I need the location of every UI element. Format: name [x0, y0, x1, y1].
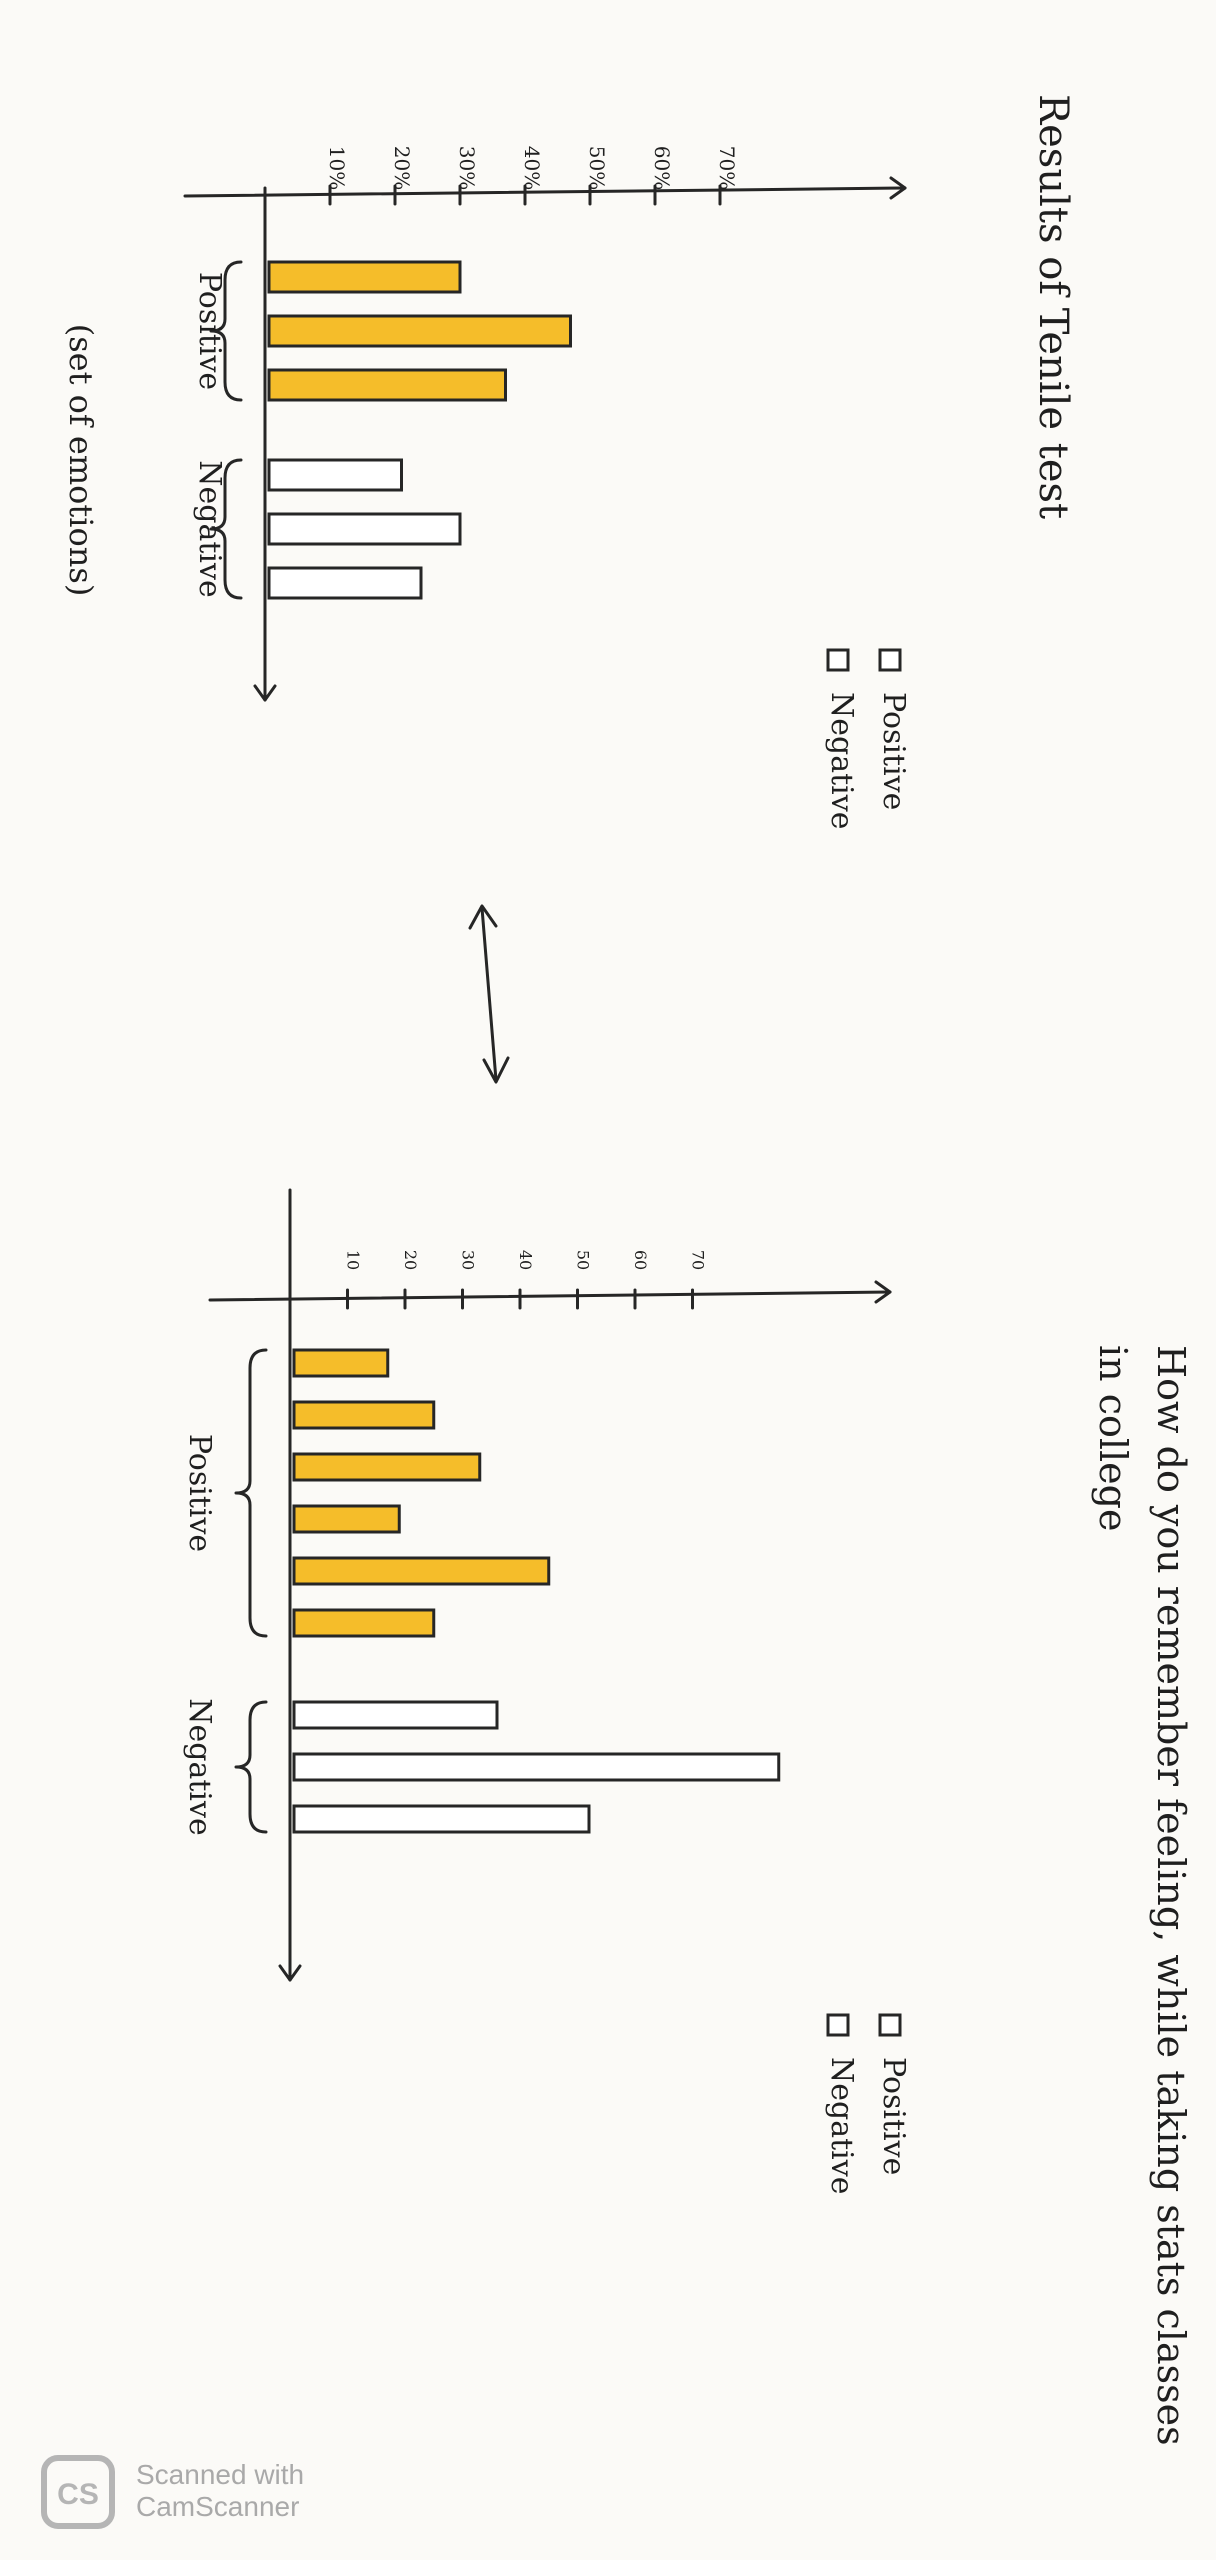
group-label-positive: Positive — [192, 272, 227, 390]
bar-negative-3 — [292, 1804, 591, 1834]
bar-positive-3 — [292, 1452, 482, 1482]
double-arrow-divider — [468, 904, 510, 1084]
legend-label-positive: Positive — [876, 2057, 911, 2175]
group-brace — [234, 1700, 268, 1834]
tick-label: 30 — [459, 1250, 478, 1270]
camscanner-watermark: CS Scanned with CamScanner — [40, 2452, 360, 2532]
value-axis-arrow-icon — [889, 176, 907, 200]
bar-negative-2 — [292, 1752, 781, 1782]
chart-title: How do you remember feeling, while takin… — [1091, 1345, 1193, 2446]
tick-label: 10 — [344, 1250, 363, 1270]
legend-swatch-negative — [826, 648, 850, 672]
tick-label: 50% — [585, 146, 609, 190]
legend-swatch-positive — [878, 648, 902, 672]
svg-text:CS: CS — [57, 2478, 99, 2511]
bar-negative-3 — [267, 566, 423, 600]
bar-positive-5 — [292, 1556, 551, 1586]
bar-positive-6 — [292, 1608, 436, 1638]
group-brace — [234, 1348, 268, 1638]
tick-label: 20 — [401, 1250, 420, 1270]
legend-label-negative: Negative — [824, 2057, 859, 2194]
group-caption: (set of emotions) — [62, 324, 100, 597]
value-axis-line — [208, 1290, 892, 1302]
tick-label: 50 — [574, 1250, 593, 1270]
legend-label-positive: Positive — [876, 692, 911, 810]
chart-title: Results of Tenile test — [1030, 94, 1076, 519]
value-axis-line — [183, 186, 907, 198]
tick-label: 40% — [520, 146, 544, 190]
bar-positive-3 — [267, 368, 507, 402]
bar-negative-1 — [267, 458, 403, 492]
group-label-positive: Positive — [182, 1434, 217, 1552]
tick-label: 20% — [390, 146, 414, 190]
chart-tenile-test: 10% 20% 30% 40% 50% 60% 70% Positive Negative (se… — [62, 94, 1076, 829]
legend-swatch-positive — [878, 2013, 902, 2037]
tick-label: 70 — [689, 1250, 708, 1270]
watermark-line-2: CamScanner — [136, 2491, 300, 2522]
group-brace — [209, 458, 243, 600]
watermark-line-1: Scanned with — [136, 2459, 305, 2490]
legend-label-negative: Negative — [824, 692, 859, 829]
category-axis-arrow-icon — [278, 1964, 302, 1982]
bar-positive-1 — [292, 1348, 390, 1378]
value-axis-arrow-icon — [874, 1280, 892, 1304]
bar-negative-1 — [292, 1700, 499, 1730]
bar-negative-2 — [267, 512, 462, 546]
tick-label: 30% — [455, 146, 479, 190]
tick-label: 60 — [631, 1250, 650, 1270]
legend-swatch-negative — [826, 2013, 850, 2037]
cs-logo-icon: CS — [41, 2455, 115, 2529]
bar-positive-1 — [267, 260, 462, 294]
bar-positive-2 — [292, 1400, 436, 1430]
chart-title-line-2: in college — [1091, 1345, 1135, 1531]
chart-title-line-1: How do you remember feeling, while takin… — [1149, 1345, 1193, 2446]
tick-label: 40 — [516, 1250, 535, 1270]
group-label-negative: Negative — [182, 1698, 217, 1835]
group-label-negative: Negative — [192, 460, 227, 597]
chart-stats-classes-feeling: 10 20 30 40 50 60 70 Positive Negative How do you… — [182, 1188, 1193, 2446]
tick-label: 70% — [715, 146, 739, 190]
group-brace — [209, 260, 243, 402]
bar-positive-2 — [267, 314, 572, 348]
tick-label: 10% — [325, 146, 349, 190]
category-axis-arrow-icon — [253, 684, 277, 702]
tick-label: 60% — [650, 146, 674, 190]
bar-positive-4 — [292, 1504, 401, 1534]
